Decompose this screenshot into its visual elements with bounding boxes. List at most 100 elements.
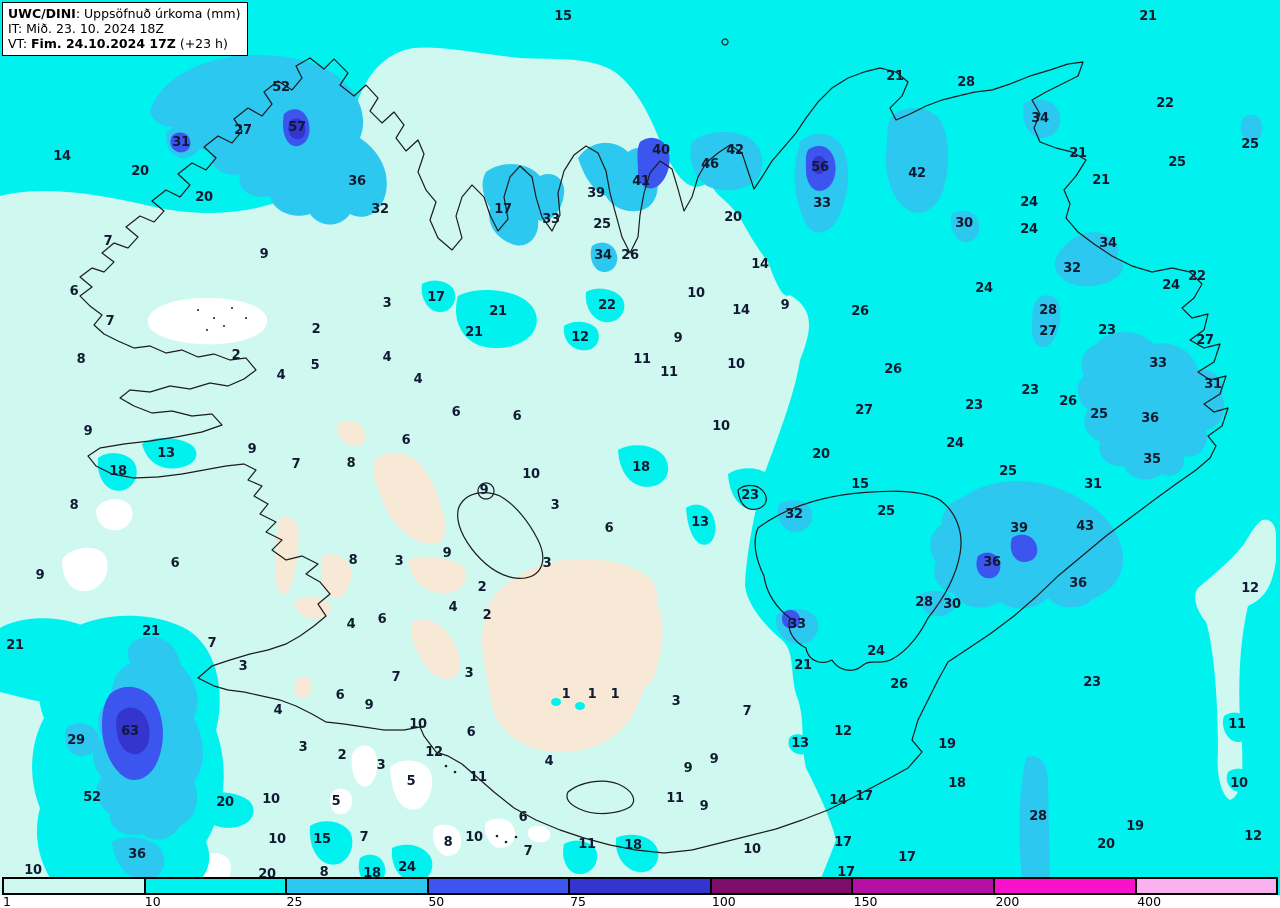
precip-value: 11 [633,352,651,368]
precip-value: 31 [172,135,190,151]
precip-value: 22 [598,298,616,314]
precip-value: 18 [632,460,650,476]
precip-value: 3 [382,296,392,312]
precip-value: 10 [262,792,280,808]
precip-value: 10 [712,419,730,435]
precip-value: 25 [593,217,611,233]
precip-value: 28 [915,595,933,611]
precip-value: 35 [1143,452,1161,468]
precip-value: 13 [691,515,709,531]
precip-value: 12 [1241,581,1259,597]
precip-value: 9 [35,568,45,584]
precip-value: 27 [1039,324,1057,340]
precip-value: 9 [780,298,790,314]
precip-value: 32 [371,202,389,218]
precip-value: 4 [276,368,286,384]
precip-value: 10 [268,832,286,848]
precip-value: 6 [451,405,461,421]
precip-value: 12 [571,330,589,346]
precip-value: 8 [69,498,79,514]
precip-value: 32 [1063,261,1081,277]
precip-value: 25 [1090,407,1108,423]
legend-tick-label: 10 [144,894,161,908]
precip-value: 43 [1076,519,1094,535]
precip-value: 24 [975,281,993,297]
precip-value: 9 [259,247,269,263]
legend-segment-50 [428,879,571,893]
precip-value: 2 [477,580,487,596]
precip-value: 41 [632,174,650,190]
precip-value: 30 [955,216,973,232]
precip-value: 57 [288,120,306,136]
precip-value: 21 [1092,173,1110,189]
precip-value: 11 [578,837,596,853]
legend-tick-label: 1 [3,894,11,908]
precip-value: 4 [413,372,423,388]
precip-value: 3 [238,659,248,675]
precip-value: 25 [1241,137,1259,153]
precip-value: 56 [811,160,829,176]
precip-value: 17 [855,789,873,805]
precip-value: 24 [1162,278,1180,294]
legend-segment-400 [1136,879,1277,893]
precip-value: 11 [469,770,487,786]
precip-value: 14 [732,303,750,319]
legend-tick-label: 75 [570,894,587,908]
precip-value: 19 [1126,819,1144,835]
precip-value: 21 [489,304,507,320]
precip-value: 33 [1149,356,1167,372]
precip-value: 24 [398,860,416,876]
precip-value: 6 [170,556,180,572]
precip-value: 36 [1069,576,1087,592]
precip-value: 26 [1059,394,1077,410]
precip-value: 11 [1228,717,1246,733]
precip-value: 32 [785,507,803,523]
precip-value: 36 [1141,411,1159,427]
precip-value: 9 [247,442,257,458]
precip-value: 7 [742,704,752,720]
precip-value: 36 [348,174,366,190]
precip-value: 9 [442,546,452,562]
precip-value: 21 [142,624,160,640]
precip-value: 17 [427,290,445,306]
precip-value: 10 [522,467,540,483]
precip-value: 8 [443,835,453,851]
legend-tick-label: 100 [711,894,736,908]
precip-value: 20 [812,447,830,463]
legend-tick-label: 50 [428,894,445,908]
precip-value: 2 [311,322,321,338]
title-line-valid: VT: Fim. 24.10.2024 17Z (+23 h) [8,36,228,51]
precip-value: 3 [550,498,560,514]
precip-value: 11 [660,365,678,381]
precip-value: 12 [1244,829,1262,845]
precip-value: 25 [999,464,1017,480]
precip-value: 27 [234,123,252,139]
precip-value: 6 [69,284,79,300]
precip-value: 20 [195,190,213,206]
band-75-100-cores [116,118,826,755]
precip-value: 10 [24,863,42,879]
precip-value: 3 [671,694,681,710]
precip-value: 34 [1099,236,1117,252]
precip-value: 22 [1156,96,1174,112]
legend-color-bar [2,877,1278,895]
precip-value: 25 [877,504,895,520]
precip-value: 7 [105,314,115,330]
precip-value: 1 [561,687,571,703]
precip-value: 6 [377,612,387,628]
precip-value: 18 [624,838,642,854]
precip-value: 7 [207,636,217,652]
precip-value: 23 [965,398,983,414]
precip-value: 8 [319,865,329,881]
legend-labels: 1 10 25 50 75 100 150 200 400 [0,894,1280,908]
precip-value: 15 [554,9,572,25]
legend-segment-100 [711,879,854,893]
precip-value: 5 [406,774,416,790]
precip-value: 6 [518,810,528,826]
precip-value: 33 [813,196,831,212]
precip-value: 10 [743,842,761,858]
precip-value: 10 [1230,776,1248,792]
band-50-75-patches [102,109,1038,780]
precip-value: 52 [272,80,290,96]
